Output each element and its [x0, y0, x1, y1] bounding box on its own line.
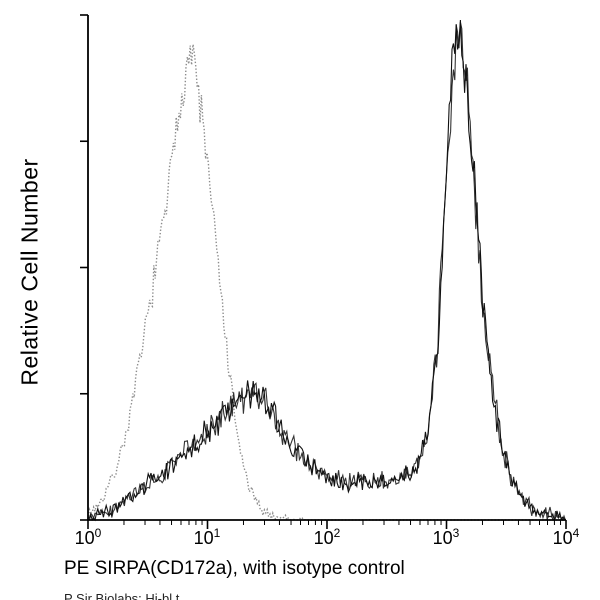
- clipped-caption: P Sir Biolabs: Hi-bl t: [64, 591, 180, 600]
- y-axis-label: Relative Cell Number: [16, 158, 43, 386]
- x-tick-label-2: 102: [313, 526, 341, 548]
- x-tick-label-0: 100: [74, 526, 102, 548]
- x-tick-label-3: 103: [432, 526, 460, 548]
- x-tick-label-1: 101: [193, 526, 221, 548]
- x-axis-label: PE SIRPA(CD172a), with isotype control: [64, 558, 405, 579]
- x-tick-label-4: 104: [552, 526, 580, 548]
